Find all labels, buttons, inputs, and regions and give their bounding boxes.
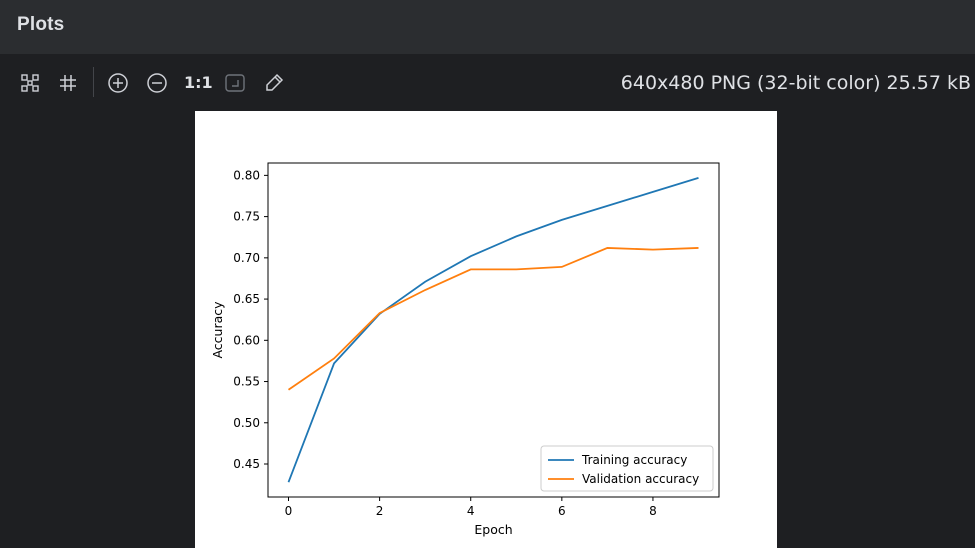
x-tick-label: 8 bbox=[649, 504, 657, 518]
x-tick-label: 0 bbox=[285, 504, 293, 518]
x-tick-label: 4 bbox=[467, 504, 475, 518]
y-tick-label: 0.55 bbox=[233, 375, 260, 389]
legend: Training accuracy Validation accuracy bbox=[540, 445, 714, 492]
image-toolbar: 1:1 640x480 PNG (32-bit color) 25.57 kB bbox=[0, 54, 975, 110]
panel-header: Plots bbox=[0, 0, 975, 54]
y-tick-label: 0.60 bbox=[233, 333, 260, 347]
fit-zoom-icon[interactable] bbox=[223, 71, 247, 95]
panel-title: Plots bbox=[17, 14, 65, 35]
legend-label: Training accuracy bbox=[581, 453, 687, 467]
y-tick-label: 0.70 bbox=[233, 251, 260, 265]
y-tick-label: 0.75 bbox=[233, 210, 260, 224]
y-tick-label: 0.65 bbox=[233, 292, 260, 306]
legend-label: Validation accuracy bbox=[582, 472, 699, 486]
color-picker-icon[interactable] bbox=[262, 71, 286, 95]
y-tick-label: 0.45 bbox=[233, 457, 260, 471]
x-tick-label: 6 bbox=[558, 504, 566, 518]
series-line-training-accuracy bbox=[287, 176, 699, 483]
x-tick-label: 2 bbox=[376, 504, 384, 518]
series-line-validation-accuracy bbox=[287, 247, 699, 391]
legend-box bbox=[540, 445, 714, 492]
y-tick-label: 0.50 bbox=[233, 416, 260, 430]
zoom-out-icon[interactable] bbox=[145, 71, 169, 95]
image-info: 640x480 PNG (32-bit color) 25.57 kB bbox=[620, 72, 971, 94]
fit-screen-icon[interactable] bbox=[18, 71, 42, 95]
toolbar-separator bbox=[93, 67, 94, 97]
x-axis-label: Epoch bbox=[474, 522, 512, 537]
axes-frame bbox=[267, 162, 720, 498]
plot-image: 0 2 4 6 8 0.45 0.50 0.55 0.60 0.65 0.70 0.75 0.80 Ep… bbox=[195, 111, 777, 548]
grid-icon[interactable] bbox=[56, 71, 80, 95]
zoom-in-icon[interactable] bbox=[106, 71, 130, 95]
accuracy-chart: 0 2 4 6 8 0.45 0.50 0.55 0.60 0.65 0.70 0.75 0.80 Ep… bbox=[210, 162, 720, 537]
y-tick-label: 0.80 bbox=[233, 168, 260, 182]
actual-size-button[interactable]: 1:1 bbox=[184, 73, 213, 92]
y-axis-label: Accuracy bbox=[210, 301, 225, 359]
